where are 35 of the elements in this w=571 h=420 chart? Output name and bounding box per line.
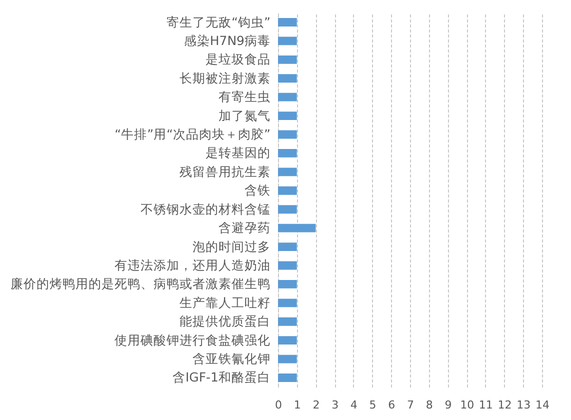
y-tick-label: 含亚铁氰化钾 [192,351,270,366]
y-tick-label: 含避孕药 [218,220,270,236]
y-tick-label: 含铁 [244,182,270,198]
y-tick-label: 是转基因的 [206,145,270,160]
x-tick-label: 14 [536,398,550,412]
y-tick-label: 不锈钢水壶的材料含锰 [140,201,270,216]
x-tick-label: 10 [460,398,474,412]
y-tick-label: 加了氮气 [218,108,270,123]
y-tick-label: 残留兽用抗生素 [180,164,270,179]
y-tick-label: 生产靠人工吐籽 [180,294,270,310]
y-tick-label: 含IGF-1和酪蛋白 [172,370,270,385]
y-tick-label: 使用碘酸钾进行食盐碘强化 [114,332,270,348]
y-tick-label: 感染H7N9病毒 [184,32,270,48]
y-tick-label: “牛排”用“次品肉块＋肉胶” [114,126,270,142]
x-tick-label: 6 [388,398,396,412]
x-tick-label: 2 [312,398,320,412]
x-tick-label: 1 [294,398,301,412]
x-tick-label: 12 [498,398,512,412]
y-tick-label: 长期被注射激素 [180,70,270,86]
x-tick-label: 3 [332,398,339,412]
y-tick-label: 有寄生虫 [218,89,270,104]
x-tick-label: 11 [478,398,493,412]
x-tick-label: 13 [516,398,531,412]
y-tick-label: 是垃圾食品 [206,52,270,67]
y-tick-label: 有违法添加，还用人造奶油 [114,257,270,272]
x-tick-label: 8 [426,398,433,412]
x-tick-label: 9 [444,398,452,412]
y-tick-label: 廉价的烤鸭用的是死鸭、病鸭或者激素催生鸭 [10,276,270,292]
y-tick-label: 寄生了无敌“钩虫” [166,14,270,30]
y-tick-label: 能提供优质蛋白 [180,314,270,329]
x-tick-label: 4 [350,398,358,412]
x-tick-label: 7 [407,398,414,412]
x-tick-label: 5 [369,398,376,412]
y-tick-label: 泡的时间过多 [192,238,270,254]
x-tick-label: 0 [275,398,282,412]
